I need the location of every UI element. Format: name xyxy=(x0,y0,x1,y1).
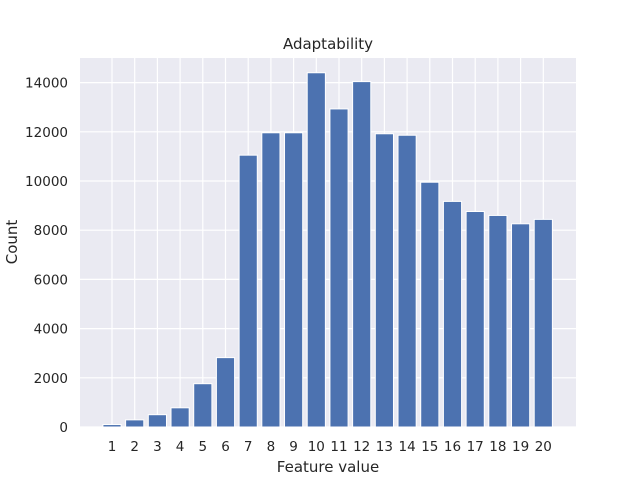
x-tick-label: 16 xyxy=(444,439,461,455)
bar-11 xyxy=(329,108,349,428)
x-tick-labels: 1 2 3 4 5 6 7 8 9 10 11 12 13 14 15 16 17 18 19 20 xyxy=(108,439,552,455)
x-tick-label: 7 xyxy=(244,439,253,455)
x-tick-label: 19 xyxy=(512,439,529,455)
x-tick-label: 4 xyxy=(176,439,185,455)
bar-12 xyxy=(352,81,372,428)
bar-8 xyxy=(261,132,281,428)
bar-9 xyxy=(284,132,304,428)
bar-17 xyxy=(465,211,485,428)
y-tick-label: 12000 xyxy=(25,125,68,141)
x-tick-label: 10 xyxy=(308,439,325,455)
y-axis-label: Count xyxy=(3,220,21,265)
y-tick-labels: 0 2000 4000 6000 8000 10000 12000 14000 xyxy=(25,76,68,436)
bar-1 xyxy=(102,424,122,428)
x-tick-label: 6 xyxy=(221,439,230,455)
bar-14 xyxy=(397,134,417,428)
x-tick-label: 20 xyxy=(535,439,552,455)
x-tick-label: 5 xyxy=(199,439,208,455)
bar-3 xyxy=(147,414,167,428)
y-tick-label: 6000 xyxy=(34,272,68,288)
bar-18 xyxy=(488,214,508,428)
bar-13 xyxy=(374,133,394,428)
x-tick-label: 1 xyxy=(108,439,117,455)
bar-10 xyxy=(306,72,326,428)
y-tick-label: 0 xyxy=(59,420,68,436)
x-tick-label: 9 xyxy=(289,439,298,455)
x-tick-label: 14 xyxy=(399,439,416,455)
x-tick-label: 12 xyxy=(353,439,370,455)
bar-5 xyxy=(193,383,213,428)
x-tick-label: 11 xyxy=(330,439,347,455)
x-tick-label: 18 xyxy=(489,439,506,455)
x-tick-label: 15 xyxy=(421,439,438,455)
y-tick-label: 14000 xyxy=(25,76,68,92)
bar-6 xyxy=(215,357,236,428)
bar-2 xyxy=(125,419,145,428)
bar-16 xyxy=(442,200,463,428)
chart-title: Adaptability xyxy=(283,35,373,53)
bar-20 xyxy=(533,218,553,428)
x-tick-label: 2 xyxy=(130,439,139,455)
y-tick-label: 2000 xyxy=(34,371,68,387)
bar-19 xyxy=(511,223,531,428)
bar-7 xyxy=(238,154,258,428)
y-tick-label: 10000 xyxy=(25,174,68,190)
bar-4 xyxy=(170,407,190,428)
x-axis-label: Feature value xyxy=(277,458,379,476)
bar-15 xyxy=(420,181,440,428)
x-tick-label: 8 xyxy=(267,439,276,455)
x-tick-label: 17 xyxy=(467,439,484,455)
y-tick-label: 4000 xyxy=(34,322,68,338)
y-tick-label: 8000 xyxy=(34,223,68,239)
x-tick-label: 13 xyxy=(376,439,393,455)
x-tick-label: 3 xyxy=(153,439,162,455)
bars xyxy=(102,72,553,428)
